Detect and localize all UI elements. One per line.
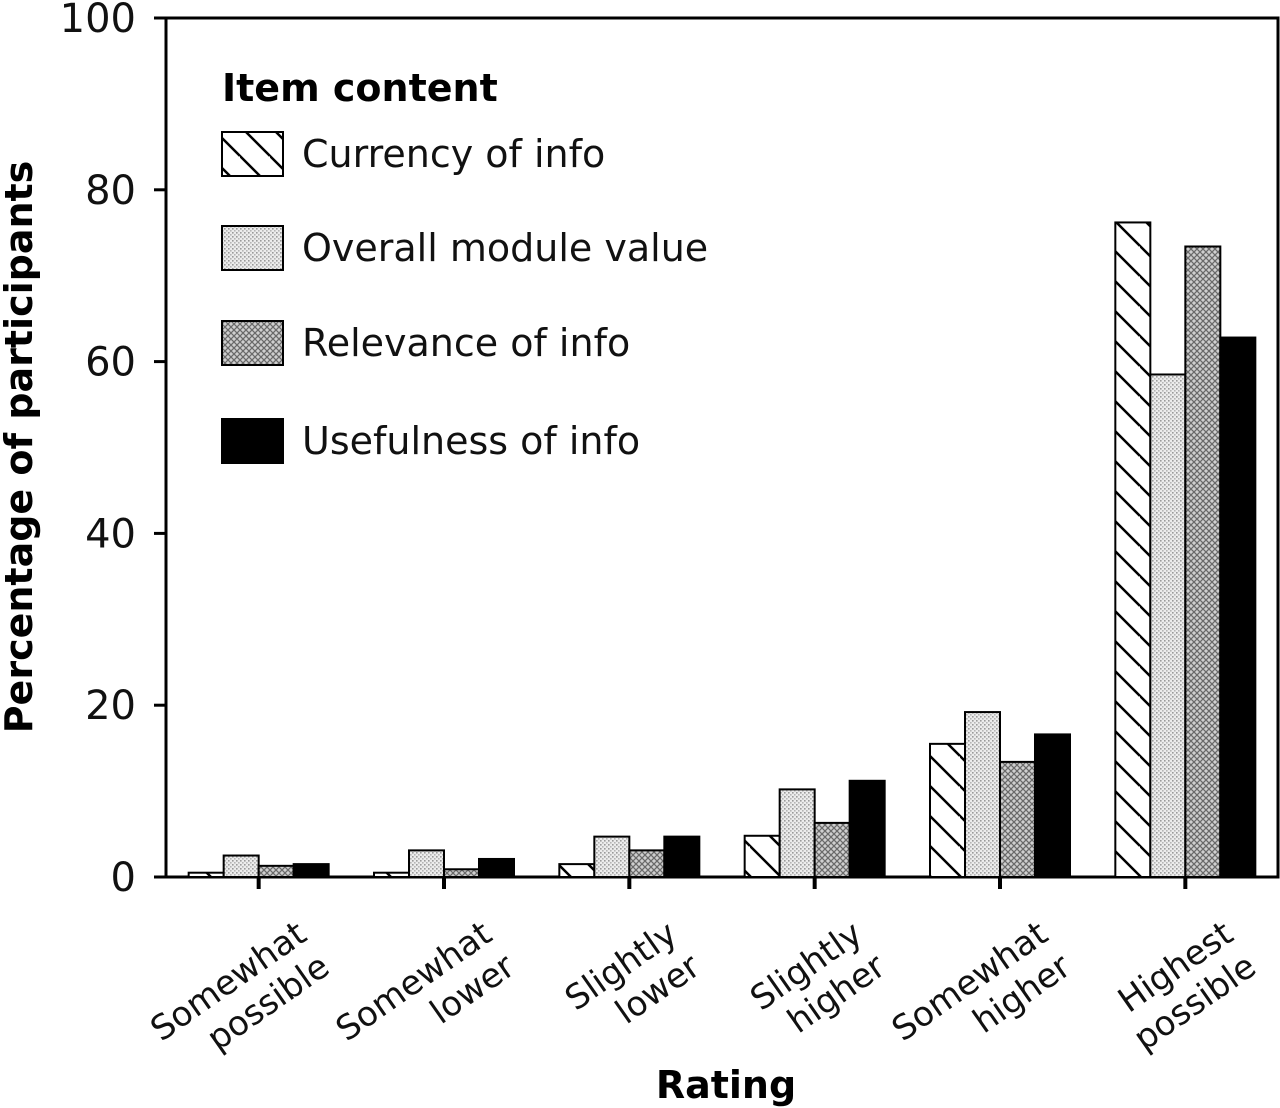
bar-overall-module-value-1 (408, 849, 445, 878)
bars (187, 221, 1257, 879)
bar-overall-module-value-2 (593, 835, 631, 879)
bar-usefulness-of-info-1 (478, 857, 515, 878)
bar-usefulness-of-info-0 (292, 863, 330, 878)
y-tick-label: 0 (111, 855, 136, 901)
bar-currency-of-info-3 (743, 834, 781, 879)
y-tick-label: 100 (60, 0, 136, 42)
bar-relevance-of-info-2 (628, 849, 666, 878)
x-tick-label: Slightlyhigher (743, 914, 893, 1052)
bar-usefulness-of-info-3 (848, 779, 886, 878)
y-axis: 0 20 40 60 80 100 (60, 0, 166, 901)
legend-swatch (221, 225, 284, 271)
bar-overall-module-value-0 (222, 854, 260, 879)
legend-label: Currency of info (302, 132, 605, 176)
bar-usefulness-of-info-4 (1034, 733, 1071, 878)
bar-relevance-of-info-4 (999, 760, 1036, 878)
legend-swatch (221, 418, 284, 464)
legend-swatch (221, 320, 284, 366)
y-tick-label: 20 (85, 683, 136, 729)
bar-relevance-of-info-1 (443, 868, 480, 878)
y-tick-label: 40 (85, 511, 136, 557)
x-tick-label: Somewhatpossible (143, 914, 336, 1083)
bar-currency-of-info-5 (1114, 221, 1152, 878)
x-axis-title: Rating (656, 1063, 796, 1107)
bar-currency-of-info-2 (558, 863, 596, 878)
legend-swatch (221, 131, 284, 177)
legend: Item content Currency of info Overall mod… (221, 66, 708, 464)
bar-currency-of-info-4 (929, 742, 966, 878)
y-tick-label: 80 (85, 168, 136, 214)
bar-relevance-of-info-5 (1184, 245, 1222, 878)
legend-label: Usefulness of info (302, 419, 640, 463)
bar-overall-module-value-3 (778, 788, 816, 879)
x-tick-label: Somewhatlower (329, 914, 522, 1083)
bar-usefulness-of-info-2 (663, 835, 701, 879)
bar-relevance-of-info-0 (257, 864, 295, 879)
legend-label: Relevance of info (302, 321, 630, 365)
x-tick-label: Somewhathigher (885, 914, 1078, 1083)
bar-overall-module-value-5 (1149, 373, 1187, 878)
plot-border (164, 16, 1280, 879)
bar-relevance-of-info-3 (813, 821, 851, 878)
bar-usefulness-of-info-5 (1219, 336, 1257, 879)
legend-title: Item content (222, 66, 498, 110)
x-tick-label: Slightlylower (558, 914, 708, 1052)
plot-frame (164, 16, 1280, 879)
bar-currency-of-info-1 (373, 871, 410, 879)
y-axis-title: Percentage of participants (0, 161, 41, 734)
bar-currency-of-info-0 (187, 871, 225, 879)
bar-overall-module-value-4 (964, 711, 1001, 879)
y-tick-label: 60 (85, 340, 136, 386)
legend-label: Overall module value (302, 226, 708, 270)
x-tick-label: Highestpossible (1104, 914, 1264, 1059)
